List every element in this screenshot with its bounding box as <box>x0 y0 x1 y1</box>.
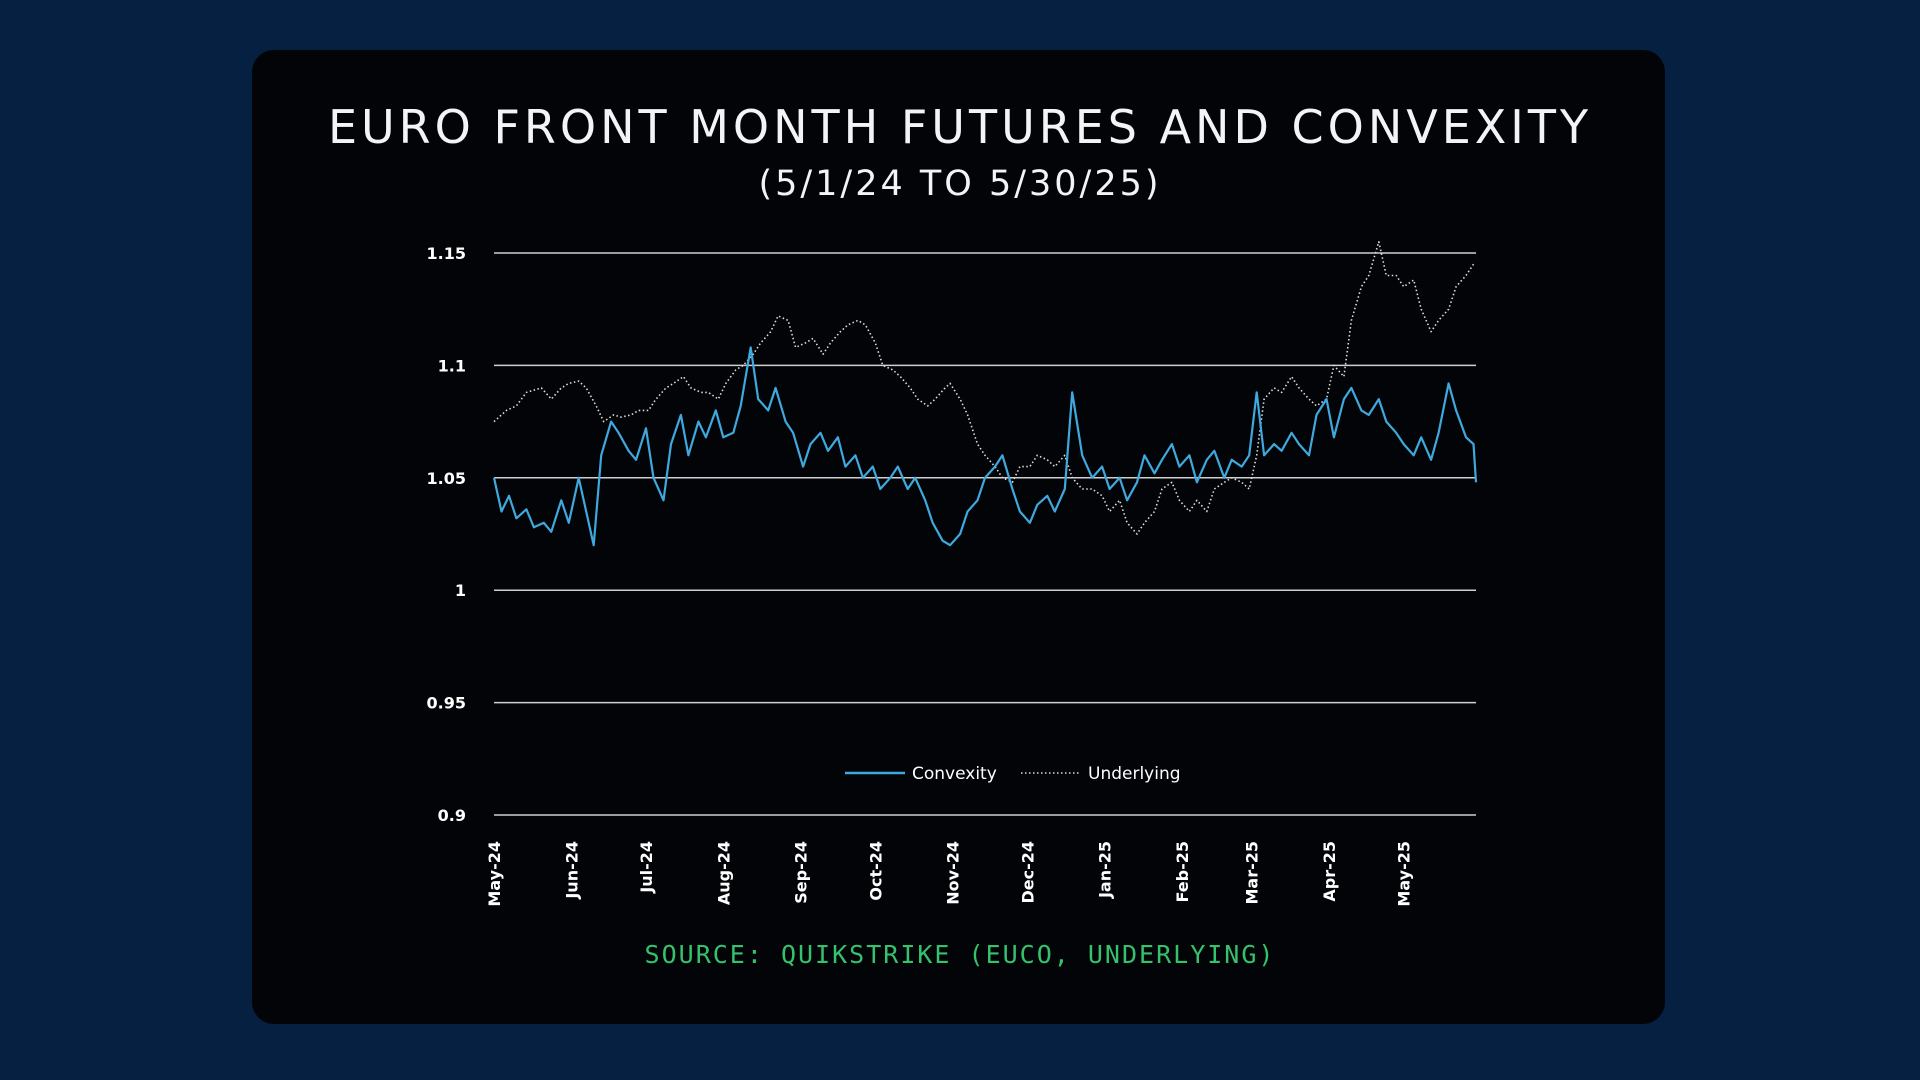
y-tick-label: 1.15 <box>427 244 466 263</box>
y-tick-label: 1 <box>455 581 466 600</box>
source-note: SOURCE: QUIKSTRIKE (EUCO, UNDERLYING) <box>644 940 1276 969</box>
x-tick-label: Dec-24 <box>1018 841 1037 904</box>
x-tick-label: Apr-25 <box>1320 841 1339 902</box>
gridlines <box>494 252 1476 816</box>
x-tick-label: Oct-24 <box>866 841 885 901</box>
x-tick-label: Mar-25 <box>1243 841 1262 905</box>
chart-subtitle: (5/1/24 TO 5/30/25) <box>758 164 1162 204</box>
x-tick-label: Jan-25 <box>1096 841 1115 899</box>
series-lines <box>492 241 1478 547</box>
x-axis-ticks: May-24 Jun-24 Jul-24 Aug-24 Sep-24 Oct-24 Nov-… <box>485 841 1414 907</box>
x-tick-label: Jun-24 <box>562 841 581 900</box>
y-tick-label: 1.1 <box>438 356 466 375</box>
legend: Convexity Underlying <box>845 764 1181 784</box>
series-line-convexity <box>492 346 1478 547</box>
y-tick-label: 0.95 <box>427 694 466 713</box>
legend-label: Convexity <box>912 764 997 784</box>
legend-label: Underlying <box>1088 764 1181 784</box>
series-line-underlying <box>493 241 1476 535</box>
x-tick-label: Sep-24 <box>792 841 811 904</box>
y-axis-ticks: 0.9 0.95 1 1.05 1.1 1.15 <box>427 244 466 825</box>
chart-title: EURO FRONT MONTH FUTURES AND CONVEXITY <box>327 100 1593 154</box>
x-tick-label: Aug-24 <box>714 841 733 905</box>
x-tick-label: May-25 <box>1395 841 1414 907</box>
y-tick-label: 0.9 <box>438 806 466 825</box>
x-tick-label: Jul-24 <box>637 841 656 894</box>
y-tick-label: 1.05 <box>427 469 466 488</box>
x-tick-label: Nov-24 <box>944 841 963 905</box>
x-tick-label: Feb-25 <box>1173 841 1192 903</box>
x-tick-label: May-24 <box>485 841 504 907</box>
